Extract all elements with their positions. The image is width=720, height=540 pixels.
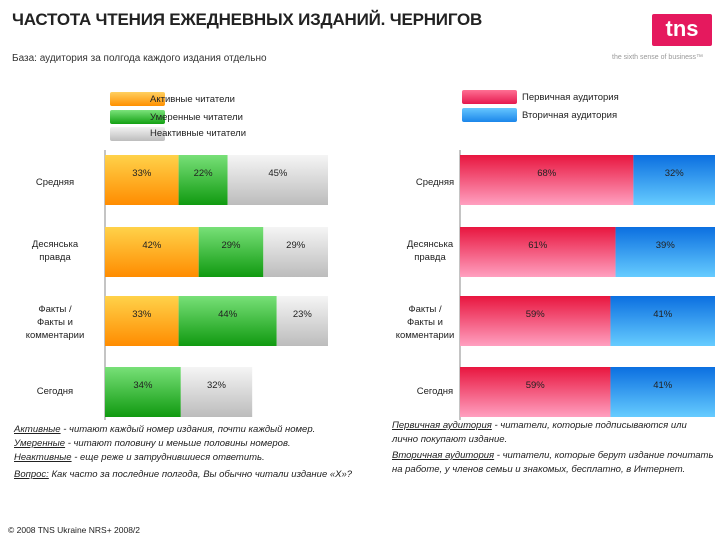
category-line: Десянська xyxy=(406,239,454,250)
bar-segment xyxy=(460,367,611,417)
bar-segment xyxy=(460,227,616,277)
data-label: 39% xyxy=(656,240,676,251)
stacked-bar-chart-frequency: 33% 22% 45% 42% 29% 29% 33% 44% 23% 34% 32% xyxy=(104,150,328,420)
category-line: правда xyxy=(39,252,71,263)
bar-segment xyxy=(178,155,228,205)
data-label: 32% xyxy=(207,380,227,391)
note-line: Первичная аудитория - читатели, которые … xyxy=(392,419,714,447)
category-line: Факты / xyxy=(38,304,72,315)
note-line: Активные - читают каждый номер издания, … xyxy=(14,423,384,437)
note-term: Активные xyxy=(14,424,61,435)
category-line: Десянська xyxy=(31,239,79,250)
legend-swatch-primary xyxy=(462,90,517,104)
tns-logo xyxy=(652,14,712,46)
bar-segment xyxy=(610,296,715,346)
category-line: Факты и xyxy=(37,317,73,328)
bar-segment xyxy=(460,296,611,346)
notes-right: Первичная аудитория - читатели, которые … xyxy=(392,419,714,477)
bar-segment xyxy=(105,367,181,417)
note-term: Вторичная аудитория xyxy=(392,450,495,461)
data-label: 68% xyxy=(537,168,557,179)
page-title: ЧАСТОТА ЧТЕНИЯ ЕЖЕДНЕВНЫХ ИЗДАНИЙ. ЧЕРНИ… xyxy=(12,10,483,29)
legend-swatch-secondary xyxy=(462,108,517,122)
category-line: комментарии xyxy=(25,330,85,341)
copyright-footer: © 2008 TNS Ukraine NRS+ 2008/2 xyxy=(8,525,141,535)
category-line: комментарии xyxy=(395,330,455,341)
data-label: 34% xyxy=(133,380,153,391)
left-category-label: Факты / Факты и комментарии xyxy=(10,303,100,342)
bar-segment xyxy=(615,227,715,277)
legend-swatch-inactive xyxy=(110,127,165,141)
category-line: Средняя xyxy=(35,177,75,188)
category-line: Факты и xyxy=(407,317,443,328)
right-category-label: Средняя xyxy=(385,176,485,189)
tns-logo-tagline: the sixth sense of business™ xyxy=(612,54,704,61)
note-line: Неактивные - еще реже и затруднившиеся о… xyxy=(14,451,384,465)
data-label: 29% xyxy=(286,240,306,251)
data-label: 32% xyxy=(665,168,685,179)
category-line: Факты / xyxy=(408,304,442,315)
data-label: 41% xyxy=(653,380,673,391)
left-category-label: Десянська правда xyxy=(10,238,100,264)
legend-label-active: Активные читатели xyxy=(150,94,235,105)
bar-segment xyxy=(180,367,253,417)
note-text: Как часто за последние полгода, Вы обычн… xyxy=(48,469,353,480)
note-text: - читатели, которые подписываются или ли… xyxy=(392,420,687,445)
legend-label-secondary: Вторичная аудитория xyxy=(522,110,618,121)
note-term: Умеренные xyxy=(14,438,66,449)
notes-left: Активные - читают каждый номер издания, … xyxy=(14,423,384,482)
legend-swatch-moderate xyxy=(110,110,165,124)
right-category-label: Факты / Факты и комментарии xyxy=(375,303,475,342)
bar-segment xyxy=(227,155,328,205)
bar-segment xyxy=(263,227,328,277)
note-line: Вопрос: Как часто за последние полгода, … xyxy=(14,468,384,482)
data-label: 59% xyxy=(526,309,546,320)
bar-segment xyxy=(105,296,179,346)
note-text: - читают половину и меньше половины номе… xyxy=(65,438,291,449)
category-line: Сегодня xyxy=(36,386,74,397)
right-category-label: Десянська правда xyxy=(380,238,480,264)
bar-segment xyxy=(198,227,264,277)
legend-label-moderate: Умеренные читатели xyxy=(150,112,243,123)
left-category-label: Сегодня xyxy=(10,385,100,398)
note-term: Неактивные xyxy=(14,452,72,463)
bar-segment xyxy=(460,155,634,205)
data-label: 41% xyxy=(653,309,673,320)
data-label: 42% xyxy=(142,240,162,251)
note-term: Первичная аудитория xyxy=(392,420,492,431)
category-line: Средняя xyxy=(415,177,455,188)
bar-segment xyxy=(178,296,277,346)
note-text: - читают каждый номер издания, почти каж… xyxy=(60,424,316,435)
note-text: - еще реже и затруднившиеся ответить. xyxy=(71,452,265,463)
bar-segment xyxy=(610,367,715,417)
note-term: Вопрос: xyxy=(14,469,49,480)
legend-swatch-active xyxy=(110,92,165,106)
note-text: - читатели, которые берут издание почита… xyxy=(392,450,714,475)
bar-segment xyxy=(276,296,328,346)
data-label: 33% xyxy=(132,168,152,179)
note-line: Умеренные - читают половину и меньше пол… xyxy=(14,437,384,451)
data-label: 29% xyxy=(221,240,241,251)
category-line: правда xyxy=(414,252,446,263)
note-line: Вторичная аудитория - читатели, которые … xyxy=(392,449,714,477)
category-line: Сегодня xyxy=(416,386,454,397)
bar-segment xyxy=(105,155,179,205)
data-label: 45% xyxy=(268,168,288,179)
bar-segment xyxy=(105,227,199,277)
data-label: 33% xyxy=(132,309,152,320)
tns-logo-text: tns xyxy=(665,16,699,41)
data-label: 61% xyxy=(528,240,548,251)
base-note: База: аудитория за полгода каждого издан… xyxy=(12,53,267,64)
stacked-bar-chart-audience: 68% 32% 61% 39% 59% 41% 59% 41% xyxy=(459,150,715,420)
data-label: 23% xyxy=(293,309,313,320)
data-label: 22% xyxy=(194,168,214,179)
legend-label-inactive: Неактивные читатели xyxy=(150,128,247,139)
right-category-label: Сегодня xyxy=(385,385,485,398)
legend-label-primary: Первичная аудитория xyxy=(522,92,619,103)
data-label: 59% xyxy=(526,380,546,391)
data-label: 44% xyxy=(218,309,238,320)
bar-segment xyxy=(633,155,715,205)
left-category-label: Средняя xyxy=(10,176,100,189)
